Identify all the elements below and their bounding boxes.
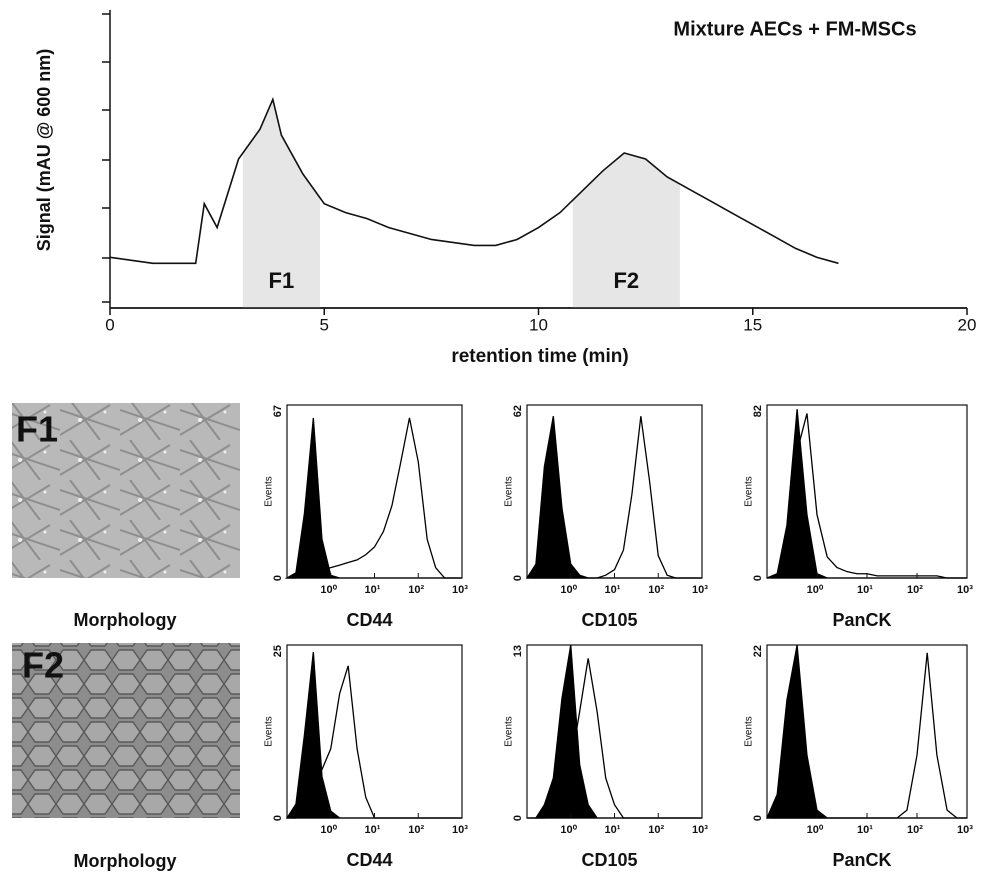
chart-title: Mixture AECs + FM-MSCs <box>673 18 916 40</box>
caption: Morphology <box>74 610 177 630</box>
y-tick-label: 0 <box>512 575 524 581</box>
y-tick-label: 62 <box>512 405 524 417</box>
y-axis-label: Events <box>264 716 275 747</box>
x-tick-label: 10⁰ <box>560 824 577 836</box>
x-tick-label: 10³ <box>692 584 708 596</box>
x-tick-label: 10² <box>907 824 923 836</box>
marker-title: CD44 <box>346 850 392 870</box>
y-tick-label: 0 <box>752 575 764 581</box>
y-tick-label: 25 <box>272 645 284 657</box>
x-tick-label: 10³ <box>452 584 468 596</box>
x-tick-label: 10² <box>408 824 424 836</box>
x-tick-label: 10² <box>648 824 664 836</box>
x-tick-label: 10² <box>408 584 424 596</box>
x-tick-label: 0 <box>105 315 114 334</box>
fraction-region <box>242 99 320 309</box>
marker-title: PanCK <box>832 850 891 870</box>
y-tick-label: 22 <box>752 645 764 657</box>
y-tick-label: 0 <box>512 815 524 821</box>
x-tick-label: 10¹ <box>605 824 621 836</box>
x-tick-label: 10³ <box>957 584 973 596</box>
caption: Morphology <box>74 851 177 871</box>
panel-label: F1 <box>16 409 58 450</box>
y-tick-label: 0 <box>272 815 284 821</box>
y-axis-label: Events <box>744 476 755 507</box>
sample-histogram <box>287 417 462 579</box>
control-histogram <box>766 409 967 579</box>
x-tick-label: 10² <box>907 584 923 596</box>
morphology-image <box>12 403 240 578</box>
panel-label: F2 <box>22 645 64 686</box>
sample-histogram <box>527 658 702 819</box>
sample-histogram <box>527 416 702 579</box>
x-tick-label: 10⁰ <box>807 824 824 836</box>
signal-line <box>109 96 839 265</box>
y-axis-label: Events <box>264 476 275 507</box>
x-tick-label: 10⁰ <box>560 584 577 596</box>
control-histogram <box>284 417 462 579</box>
fraction-region <box>572 153 680 308</box>
x-tick-label: 10¹ <box>857 584 873 596</box>
y-axis-label: Events <box>744 716 755 747</box>
y-tick-label: 13 <box>512 645 524 657</box>
morphology-image <box>12 643 240 818</box>
marker-title: CD105 <box>581 850 637 870</box>
y-axis-label: Events <box>504 716 515 747</box>
x-tick-label: 15 <box>743 315 762 334</box>
x-tick-label: 10¹ <box>365 584 381 596</box>
x-tick-label: 10¹ <box>605 584 621 596</box>
x-tick-label: 10² <box>648 584 664 596</box>
x-axis-label: retention time (min) <box>451 346 628 367</box>
fraction-label: F2 <box>613 268 639 293</box>
y-tick-label: 0 <box>752 815 764 821</box>
marker-title: CD44 <box>346 610 392 630</box>
x-tick-label: 10¹ <box>857 824 873 836</box>
x-tick-label: 10³ <box>957 824 973 836</box>
x-tick-label: 20 <box>958 315 977 334</box>
y-tick-label: 0 <box>272 575 284 581</box>
x-tick-label: 10⁰ <box>320 824 337 836</box>
marker-title: CD105 <box>581 610 637 630</box>
fraction-label: F1 <box>269 268 295 293</box>
x-tick-label: 10 <box>529 315 548 334</box>
x-tick-label: 10³ <box>692 824 708 836</box>
x-tick-label: 10³ <box>452 824 468 836</box>
x-tick-label: 5 <box>320 315 329 334</box>
x-tick-label: 10⁰ <box>320 584 337 596</box>
y-tick-label: 67 <box>272 405 284 417</box>
y-axis-label: Signal (mAU @ 600 nm) <box>34 49 54 252</box>
marker-title: PanCK <box>832 610 891 630</box>
x-tick-label: 10¹ <box>365 824 381 836</box>
y-tick-label: 82 <box>752 405 764 417</box>
x-tick-label: 10⁰ <box>807 584 824 596</box>
y-axis-label: Events <box>504 476 515 507</box>
